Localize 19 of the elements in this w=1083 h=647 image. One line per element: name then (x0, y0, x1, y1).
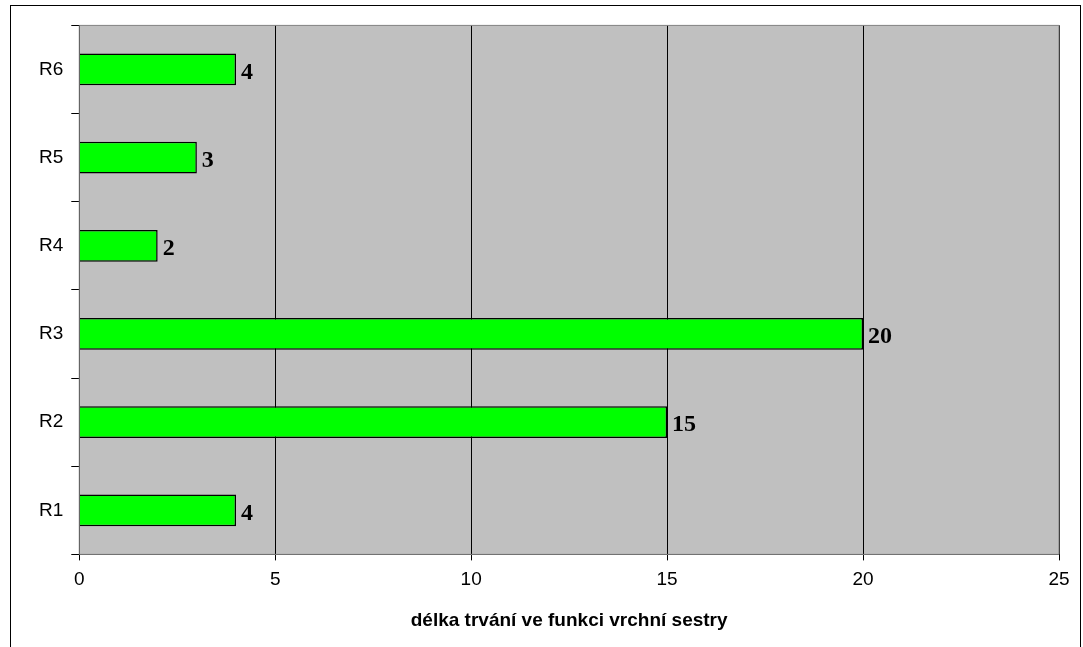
x-tick-label: 5 (269, 568, 281, 590)
x-tick-label: 20 (852, 568, 874, 590)
data-label: 3 (201, 145, 214, 172)
data-label: 15 (672, 410, 697, 437)
x-tick-label: 25 (1048, 568, 1070, 590)
y-tick-label: R2 (38, 410, 64, 432)
y-tick-label: R3 (38, 322, 64, 344)
y-tick-label: R1 (38, 498, 64, 520)
y-tick-label: R6 (38, 57, 64, 79)
data-label: 20 (868, 322, 893, 349)
data-label: 4 (241, 498, 254, 525)
x-tick-label: 0 (74, 568, 85, 590)
x-tick-label: 10 (460, 568, 482, 590)
data-label: 2 (162, 234, 175, 261)
x-axis-title: délka trvání ve funkci vrchní sestry (410, 608, 728, 630)
x-tick-label: 15 (656, 568, 678, 590)
y-tick-label: R4 (38, 234, 64, 256)
data-label: 4 (241, 57, 254, 84)
y-tick-label: R5 (38, 145, 64, 167)
